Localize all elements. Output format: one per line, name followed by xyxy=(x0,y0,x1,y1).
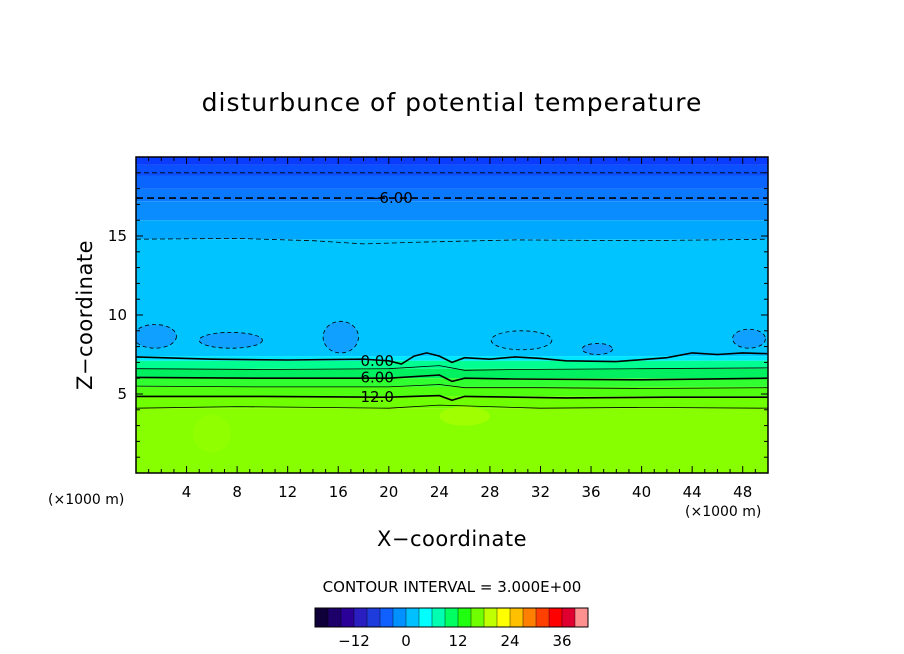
colorbar-tick-label: 24 xyxy=(500,632,519,650)
x-tick-label: 16 xyxy=(329,483,348,501)
colorbar-swatch xyxy=(445,608,459,627)
x-tick-label: 24 xyxy=(430,483,449,501)
contour-patch xyxy=(192,414,231,453)
filled-band xyxy=(136,201,768,221)
contour-patch xyxy=(136,324,177,349)
y-tick-label: 5 xyxy=(117,385,127,403)
y-unit-label: (×1000 m) xyxy=(48,492,124,508)
y-tick-label: 10 xyxy=(108,306,127,324)
colorbar-swatch xyxy=(341,608,355,627)
contour-patch xyxy=(439,406,490,426)
x-tick-label: 28 xyxy=(480,483,499,501)
colorbar-swatch xyxy=(510,608,524,627)
colorbar-tick-label: −12 xyxy=(338,632,370,650)
filled-band xyxy=(136,386,768,397)
plot-area xyxy=(136,157,768,473)
x-tick-label: 32 xyxy=(531,483,550,501)
contour-line xyxy=(136,374,768,383)
colorbar-swatch xyxy=(380,608,394,627)
colorbar-tick-label: 0 xyxy=(401,632,411,650)
colorbar-swatch xyxy=(536,608,550,627)
filled-band xyxy=(136,368,768,379)
contour-line xyxy=(136,365,768,371)
filled-band xyxy=(136,378,768,387)
colorbar-swatch xyxy=(523,608,537,627)
contour-patch xyxy=(581,343,613,355)
colorbar-swatch xyxy=(406,608,420,627)
x-unit-label: (×1000 m) xyxy=(685,504,761,520)
colorbar-tick-label: 36 xyxy=(552,632,571,650)
contour-line xyxy=(136,394,768,402)
x-axis-label: X−coordinate xyxy=(377,527,527,551)
colorbar-swatch xyxy=(315,608,329,627)
contour-line xyxy=(136,237,768,245)
colorbar-swatch xyxy=(354,608,368,627)
contour-patch xyxy=(490,330,553,351)
colorbar-swatch xyxy=(367,608,381,627)
contour-label: −6.00 xyxy=(367,189,413,207)
contour-label: 12.0 xyxy=(360,388,393,406)
y-tick-label: 15 xyxy=(108,227,127,245)
contour-interval-label: CONTOUR INTERVAL = 3.000E+00 xyxy=(323,578,582,596)
contour-line xyxy=(136,404,768,409)
colorbar-swatch xyxy=(562,608,576,627)
x-tick-label: 48 xyxy=(733,483,752,501)
colorbar-swatch xyxy=(575,608,589,627)
x-tick-label: 44 xyxy=(683,483,702,501)
colorbar-swatch xyxy=(328,608,342,627)
colorbar-swatch xyxy=(484,608,498,627)
filled-band xyxy=(136,188,768,202)
chart-title: disturbunce of potential temperature xyxy=(202,88,703,117)
filled-band xyxy=(136,220,768,240)
x-tick-label: 20 xyxy=(379,483,398,501)
filled-band xyxy=(136,360,768,369)
colorbar-swatch xyxy=(471,608,485,627)
colorbar-swatch xyxy=(393,608,407,627)
colorbar-frame xyxy=(314,607,589,628)
colorbar-swatch xyxy=(549,608,563,627)
x-tick-label: 36 xyxy=(581,483,600,501)
colorbar-swatch xyxy=(458,608,472,627)
contour-patch xyxy=(732,328,766,349)
contour-patch xyxy=(322,320,359,354)
x-tick-label: 40 xyxy=(632,483,651,501)
contour-line xyxy=(136,384,768,389)
colorbar-swatch xyxy=(419,608,433,627)
x-tick-label: 8 xyxy=(232,483,242,501)
colorbar-swatch xyxy=(497,608,511,627)
x-tick-label: 12 xyxy=(278,483,297,501)
colorbar-tick-label: 12 xyxy=(448,632,467,650)
y-axis-label: Z−coordinate xyxy=(73,240,97,390)
contour-label: 6.00 xyxy=(360,368,393,386)
filled-band xyxy=(136,164,768,176)
x-tick-label: 4 xyxy=(182,483,192,501)
contour-label: 0.00 xyxy=(360,352,393,370)
filled-band xyxy=(136,396,768,409)
contour-patch xyxy=(198,331,263,349)
colorbar-swatch xyxy=(432,608,446,627)
filled-band xyxy=(136,356,768,361)
colorbar xyxy=(314,607,589,628)
filled-band xyxy=(136,175,768,189)
contour-line xyxy=(136,352,768,365)
